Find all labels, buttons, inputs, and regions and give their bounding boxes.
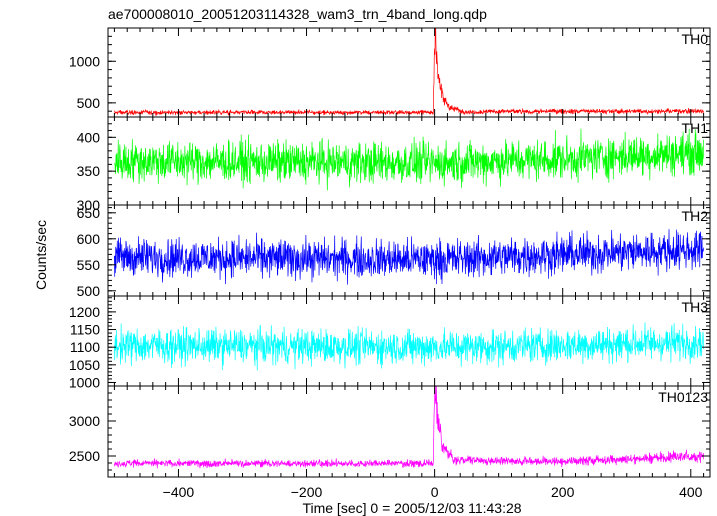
- panel-frame: [107, 27, 711, 118]
- y-axis-label: Counts/sec: [33, 220, 49, 290]
- x-tick-label: −400: [163, 484, 195, 500]
- y-tick-label: 600: [77, 231, 101, 247]
- panel-label: TH3: [682, 299, 709, 315]
- series-line-th3: [114, 322, 704, 371]
- panel-label: TH2: [682, 208, 709, 224]
- panel-th2: 500 550 600 650 TH2: [77, 204, 711, 299]
- x-tick-label: 0: [431, 484, 439, 500]
- x-tick-label: 400: [679, 484, 703, 500]
- y-tick-label: 400: [77, 129, 101, 145]
- y-tick-label: 550: [77, 257, 101, 273]
- panel-th1: 300 350 400 TH1: [77, 116, 711, 213]
- y-tick-label: 500: [77, 283, 101, 299]
- series-line-th0123: [114, 386, 704, 469]
- x-axis: −400 −200 0 200 400: [163, 484, 703, 500]
- x-axis-label: Time [sec] 0 = 2005/12/03 11:43:28: [302, 500, 521, 516]
- panel-label: TH1: [682, 120, 709, 136]
- y-tick-label: 650: [77, 205, 101, 221]
- panel-th0123: 2500 3000 TH0123: [69, 385, 711, 478]
- y-tick-label: 350: [77, 163, 101, 179]
- series-line-th2: [114, 229, 704, 285]
- x-tick-label: 200: [551, 484, 575, 500]
- y-tick-label: 3000: [69, 413, 100, 429]
- y-tick-label: 1200: [69, 304, 100, 320]
- panels-group: 500 1000 TH0 300 350 400 TH1 500 550 600 650 TH2 100…: [69, 27, 711, 478]
- panel-label: TH0: [682, 31, 709, 47]
- x-tick-label: −200: [291, 484, 323, 500]
- y-tick-label: 500: [77, 95, 101, 111]
- y-tick-label: 1000: [69, 53, 100, 69]
- y-tick-label: 1000: [69, 374, 100, 390]
- panel-th0: 500 1000 TH0: [69, 27, 711, 118]
- y-tick-label: 300: [77, 197, 101, 213]
- chart-title: ae700008010_20051203114328_wam3_trn_4ban…: [108, 6, 487, 22]
- panel-label: TH0123: [658, 389, 708, 405]
- series-line-th1: [114, 128, 704, 191]
- y-tick-label: 1100: [70, 339, 100, 355]
- y-tick-label: 1050: [69, 357, 100, 373]
- y-tick-label: 1150: [70, 322, 100, 338]
- y-tick-label: 2500: [69, 448, 100, 464]
